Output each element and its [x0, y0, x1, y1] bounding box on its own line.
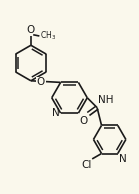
Text: O: O — [27, 25, 35, 35]
Text: N: N — [119, 154, 127, 164]
Text: O: O — [37, 77, 45, 87]
Text: O: O — [79, 115, 88, 126]
Text: NH: NH — [98, 95, 113, 105]
Text: Cl: Cl — [81, 160, 91, 170]
Text: N: N — [52, 108, 60, 118]
Text: $\mathdefault{CH_3}$: $\mathdefault{CH_3}$ — [40, 29, 56, 42]
